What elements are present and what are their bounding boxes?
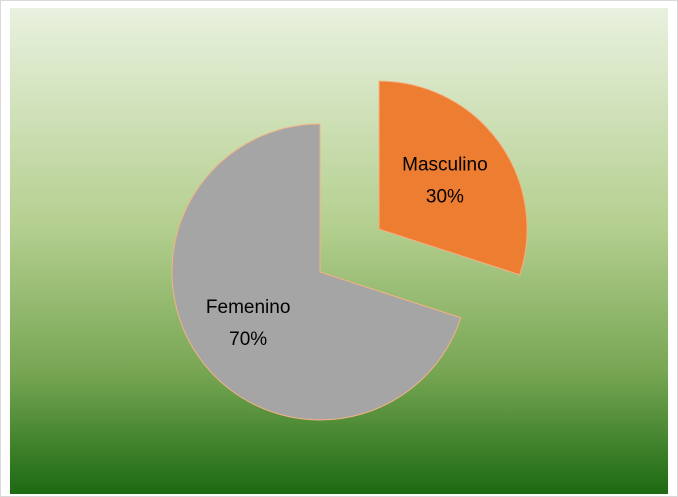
slice-label: Femenino <box>206 297 291 318</box>
plot-area <box>10 8 668 494</box>
slice-value-label: 30% <box>426 186 464 207</box>
pie-slice <box>378 80 528 276</box>
pie-slice <box>171 123 462 421</box>
slice-value-label: 70% <box>229 329 267 350</box>
slice-label: Masculino <box>402 154 488 175</box>
